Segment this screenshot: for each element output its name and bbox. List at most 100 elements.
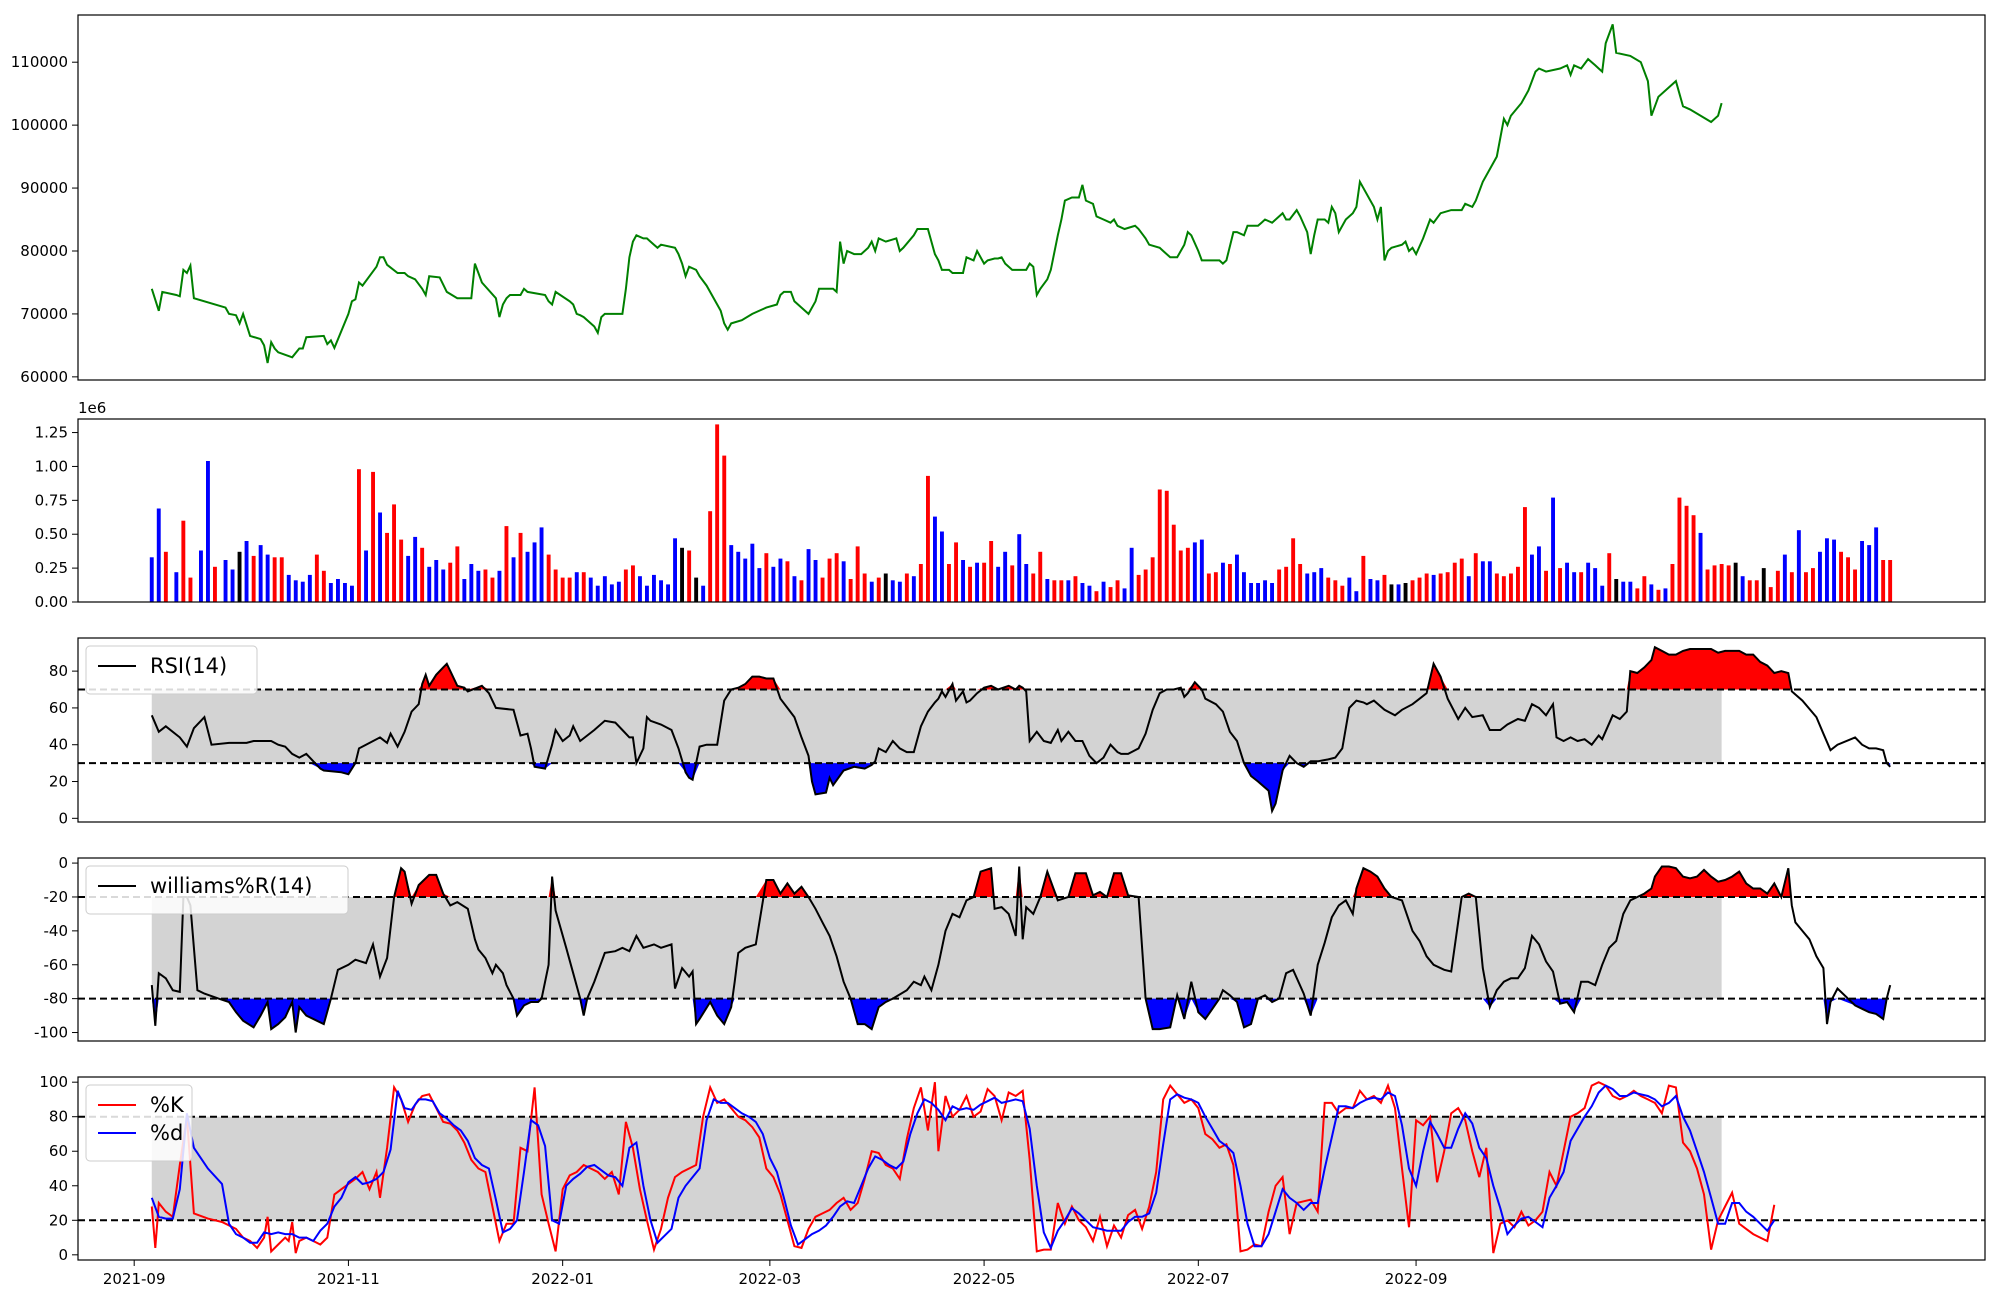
volume-bar (1775, 570, 1780, 602)
volume-bar (715, 424, 720, 602)
volume-bar (420, 547, 425, 602)
volume-bar (638, 576, 642, 602)
price-ytick-label: 100000 (11, 116, 68, 134)
rsi-ytick-label: 80 (49, 662, 68, 680)
volume-bar (1101, 581, 1106, 602)
volume-bar (743, 558, 748, 602)
williams-line (150, 865, 1892, 1033)
volume-bar (1473, 553, 1478, 602)
volume-bar (1221, 562, 1225, 602)
volume-bar (1108, 587, 1113, 602)
volume-bar (771, 566, 776, 602)
volume-ytick-label: 0.50 (35, 525, 68, 543)
volume-bar (1860, 541, 1864, 602)
volume-bar (174, 572, 179, 602)
volume-bar (1572, 572, 1577, 602)
volume-bar (539, 527, 544, 602)
volume-bar (1846, 557, 1850, 602)
price-line (150, 24, 1723, 364)
x-tick-label: 2022-09 (1385, 1270, 1448, 1288)
volume-bar (1199, 539, 1204, 602)
volume-bar (806, 549, 811, 602)
volume-bar (1277, 569, 1282, 602)
volume-bar (1052, 580, 1057, 602)
volume-bar (1157, 489, 1162, 602)
volume-ytick-label: 1.25 (35, 424, 68, 442)
volume-bar (483, 569, 488, 602)
volume-bar (588, 577, 593, 602)
volume-bar (350, 585, 354, 602)
volume-bar (862, 573, 867, 602)
volume-bar (1501, 576, 1506, 602)
volume-bar (497, 570, 502, 602)
volume-bar (1811, 568, 1815, 602)
volume-bar (778, 558, 783, 602)
volume-bar (975, 562, 979, 602)
volume-bar (616, 581, 621, 602)
volume-bar (989, 541, 994, 602)
volume-bar (1396, 584, 1401, 602)
volume-bar (371, 471, 375, 602)
volume-bar (764, 553, 769, 602)
volume-bar (448, 562, 453, 602)
volume-bar (378, 512, 382, 602)
volume-bar (343, 583, 347, 602)
volume-bar (1073, 576, 1078, 602)
volume-bar (1593, 568, 1598, 602)
volume-bar (406, 555, 411, 602)
volume-bar (1059, 580, 1064, 602)
volume-bar (546, 554, 551, 602)
volume-bar (1768, 587, 1773, 602)
volume-bar (1361, 555, 1366, 602)
volume-bar (1410, 580, 1415, 602)
volume-bar (1789, 572, 1794, 602)
volume-bar (680, 547, 684, 602)
volume-bar (1726, 565, 1731, 602)
volume-bar (694, 577, 699, 602)
x-tick-label: 2022-03 (739, 1270, 802, 1288)
volume-bar (1747, 580, 1752, 602)
volume-bar (926, 475, 930, 602)
volume-bar (602, 576, 607, 602)
rsi-legend (85, 645, 258, 695)
williams-legend (85, 865, 349, 915)
volume-bar (156, 508, 161, 602)
williams-ytick-label: -80 (44, 990, 69, 1008)
volume-bar (314, 554, 319, 602)
volume-bar (188, 577, 193, 602)
rsi-ytick-label: 0 (58, 809, 68, 827)
volume-bar (1249, 583, 1253, 602)
volume-bar (581, 572, 586, 602)
x-tick-label: 2022-05 (953, 1270, 1016, 1288)
volume-bar (1228, 564, 1232, 602)
price-ytick-label: 70000 (20, 305, 68, 323)
volume-bar (1017, 534, 1022, 602)
volume-bar (199, 550, 203, 602)
williams-ytick-label: 0 (58, 854, 68, 872)
volume-bar (1403, 583, 1408, 602)
volume-bar (1354, 591, 1359, 602)
volume-ytick-label: 0.75 (35, 491, 68, 509)
volume-bar (799, 580, 804, 602)
volume-bar (1480, 561, 1485, 602)
williams-ytick-label: -40 (44, 922, 69, 940)
volume-bar (511, 557, 516, 602)
williams-ytick-label: -20 (44, 888, 69, 906)
volume-bar (1691, 515, 1696, 602)
volume-bar (1600, 585, 1605, 602)
volume-bar (750, 543, 755, 602)
volume-bar (855, 546, 860, 602)
volume-bar (1080, 583, 1085, 602)
rsi-oversold-fill (151, 763, 1891, 811)
volume-bar (687, 550, 692, 602)
williams-ytick-label: -100 (34, 1024, 68, 1042)
volume-bar (1087, 585, 1092, 602)
volume-bar (1024, 564, 1029, 602)
volume-bar (933, 516, 937, 602)
x-tick-label: 2021-11 (317, 1270, 380, 1288)
volume-bar (1206, 573, 1211, 602)
volume-bar (1164, 490, 1169, 602)
volume-bar (1818, 551, 1822, 602)
volume-bar (673, 538, 677, 602)
volume-bar (897, 581, 902, 602)
